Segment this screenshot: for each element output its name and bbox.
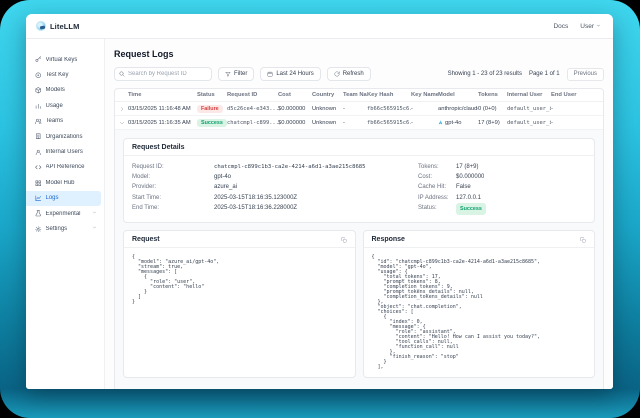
col-request-id: Request ID: [227, 92, 258, 98]
azure-provider-icon: [438, 120, 443, 125]
detail-provider: azure_ai: [214, 184, 238, 191]
col-cost: Cost: [278, 92, 291, 98]
table-row[interactable]: 03/15/2025 11:16:35 AM Success chatcmpl-…: [115, 116, 603, 130]
status-badge: Success: [456, 202, 486, 216]
detail-ip-address: 127.0.0.1: [456, 194, 482, 201]
bar-chart-icon: [35, 103, 41, 109]
col-key-name: Key Name: [411, 92, 438, 98]
copy-icon: [580, 236, 586, 243]
collapse-row-button[interactable]: [115, 120, 128, 126]
copy-response-button[interactable]: [580, 236, 586, 243]
main-content: Request Logs Filter: [105, 39, 613, 389]
col-status: Status: [197, 92, 215, 98]
sidebar-item-virtual-keys[interactable]: Virtual Keys: [26, 52, 101, 67]
sidebar-item-organizations[interactable]: Organizations: [26, 129, 101, 144]
sidebar-item-experimental[interactable]: Experimental: [26, 206, 101, 221]
copy-icon: [340, 236, 346, 243]
sidebar: Virtual Keys Test Key Models Usage Teams…: [26, 39, 105, 389]
status-badge: Failure: [197, 104, 223, 113]
expanded-row-detail: Request Details Request ID: chatcmpl-c899…: [115, 130, 603, 389]
status-badge: Success: [197, 118, 227, 127]
page-indicator: Page 1 of 1: [528, 71, 560, 77]
sidebar-item-models[interactable]: Models: [26, 83, 101, 98]
expand-row-button[interactable]: [115, 106, 128, 112]
col-tokens: Tokens: [478, 92, 498, 98]
code-icon: [35, 165, 42, 170]
chevron-down-icon: [596, 23, 601, 30]
detail-model: gpt-4o: [214, 174, 232, 181]
top-navbar: LiteLLM Docs User: [26, 14, 613, 39]
copy-request-button[interactable]: [340, 236, 347, 243]
time-range-button[interactable]: Last 24 Hours: [260, 67, 321, 81]
refresh-button[interactable]: Refresh: [326, 67, 371, 81]
logs-toolbar: Filter Last 24 Hours Refresh Showing 1 -…: [114, 67, 604, 81]
sidebar-item-logs[interactable]: Logs: [26, 190, 101, 206]
request-panel: Request { "model": "azure_ai/gpt-4o", "s…: [123, 230, 356, 379]
detail-start-time: 2025-03-15T18:16:35.123000Z: [214, 194, 298, 201]
col-team-name: Team Name: [343, 92, 367, 98]
user-menu-label: User: [580, 22, 594, 30]
table-header-row: Time Status Request ID Cost Country Team…: [115, 89, 603, 102]
grid-icon: [35, 180, 41, 186]
request-details-title: Request Details: [124, 139, 594, 156]
chevron-right-icon: [120, 106, 123, 111]
sidebar-item-api-reference[interactable]: API Reference: [26, 160, 101, 175]
sidebar-item-internal-users[interactable]: Internal Users: [26, 144, 101, 159]
cube-icon: [35, 87, 41, 94]
filter-button[interactable]: Filter: [218, 67, 255, 81]
filter-icon: [225, 71, 231, 77]
search-box[interactable]: [114, 67, 212, 81]
logs-table: Time Status Request ID Cost Country Team…: [114, 88, 604, 389]
app-window: LiteLLM Docs User Virtual Keys Test Key: [26, 14, 613, 389]
detail-tokens: 17 (8+9): [456, 164, 479, 170]
gear-icon: [35, 226, 42, 232]
table-row[interactable]: 03/15/2025 11:16:48 AM Failure d5c26ce4-…: [115, 102, 603, 116]
col-internal-user: Internal User: [507, 92, 543, 98]
chevron-down-icon: [92, 210, 97, 217]
results-summary: Showing 1 - 23 of 23 results: [447, 71, 522, 77]
detail-end-time: 2025-03-15T18:16:36.228000Z: [214, 204, 298, 211]
brand-logo[interactable]: LiteLLM: [36, 21, 79, 31]
response-panel-title: Response: [371, 236, 405, 244]
user-icon: [35, 149, 41, 155]
sidebar-item-model-hub[interactable]: Model Hub: [26, 175, 101, 190]
response-json: { "id": "chatcmpl-c899c1b3-ca2e-4214-a6d…: [371, 254, 541, 371]
line-chart-icon: [35, 195, 41, 201]
col-end-user: End User: [551, 92, 577, 98]
test-key-icon: [35, 72, 41, 78]
sidebar-item-usage[interactable]: Usage: [26, 98, 101, 113]
refresh-icon: [334, 71, 340, 77]
detail-request-id: chatcmpl-c899c1b3-ca2e-4214-a6d1-a3ae215…: [214, 164, 366, 170]
col-country: Country: [312, 92, 335, 98]
teams-icon: [35, 118, 42, 124]
search-input[interactable]: [128, 71, 207, 77]
building-icon: [36, 133, 41, 140]
col-key-hash: Key Hash: [367, 92, 394, 98]
col-model: Model: [438, 92, 455, 98]
brand-name: LiteLLM: [50, 21, 80, 31]
sidebar-item-settings[interactable]: Settings: [26, 221, 101, 236]
col-time: Time: [128, 92, 142, 98]
request-panel-title: Request: [132, 236, 160, 244]
detail-cache-hit: False: [456, 184, 471, 191]
chevron-down-icon: [92, 225, 97, 232]
page-title: Request Logs: [114, 49, 174, 59]
sidebar-item-test-key[interactable]: Test Key: [26, 67, 101, 82]
detail-cost: $0.000000: [456, 174, 485, 181]
flask-icon: [35, 210, 41, 217]
search-icon: [119, 71, 125, 77]
sidebar-item-teams[interactable]: Teams: [26, 114, 101, 129]
user-menu[interactable]: User: [580, 23, 601, 30]
calendar-icon: [267, 71, 273, 77]
request-details-card: Request Details Request ID: chatcmpl-c899…: [123, 138, 595, 224]
key-icon: [35, 56, 41, 63]
request-json: { "model": "azure_ai/gpt-4o", "stream": …: [132, 254, 220, 306]
response-panel: Response { "id": "chatcmpl-c899c1b3-ca2e…: [362, 230, 595, 379]
litellm-logo-icon: [36, 21, 46, 31]
docs-link[interactable]: Docs: [553, 22, 569, 30]
previous-page-button[interactable]: Previous: [566, 67, 604, 81]
chevron-down-icon: [119, 121, 124, 124]
